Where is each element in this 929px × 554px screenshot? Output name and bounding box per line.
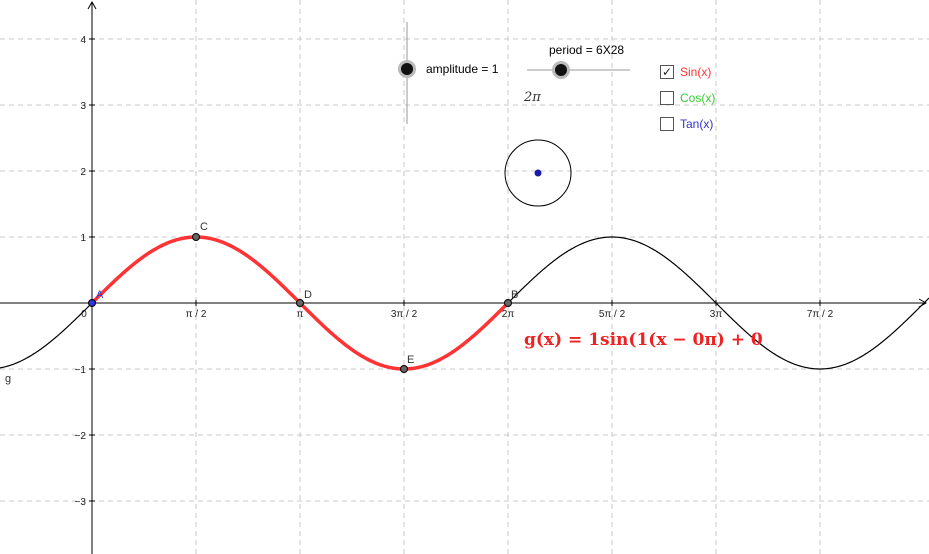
- unit-circle: [504, 139, 572, 207]
- point-d-label: D: [304, 289, 312, 301]
- tan-checkbox[interactable]: Tan(x): [660, 116, 713, 132]
- point-labels: A B C D E: [96, 221, 518, 366]
- function-name-label: g: [5, 373, 11, 385]
- cos-checkbox-box[interactable]: [660, 91, 674, 105]
- amplitude-slider-label: amplitude = 1: [426, 62, 499, 76]
- point-d[interactable]: [296, 299, 304, 307]
- x-tick-label: 7π / 2: [807, 309, 834, 320]
- y-tick-label: 2: [80, 167, 86, 178]
- cos-checkbox-label: Cos(x): [680, 91, 716, 105]
- x-tick-label: π / 2: [186, 309, 207, 320]
- y-tick-label: 1: [80, 233, 86, 244]
- sin-checkbox-label: Sin(x): [680, 65, 712, 79]
- point-b-label: B: [511, 289, 518, 301]
- y-tick-label: −3: [75, 497, 87, 508]
- y-tick-label: −1: [75, 365, 87, 376]
- y-tick-label: −2: [75, 431, 87, 442]
- point-e[interactable]: [400, 365, 408, 373]
- circle-center-point[interactable]: [534, 169, 542, 177]
- x-tick-labels: 0 π / 2 π 3π / 2 2π 5π / 2 3π 7π / 2: [81, 309, 833, 320]
- tan-checkbox-box[interactable]: [660, 117, 674, 131]
- point-b[interactable]: [504, 299, 512, 307]
- x-tick-label: 2π: [502, 309, 515, 320]
- curve-points: [88, 233, 512, 373]
- point-c[interactable]: [192, 233, 200, 241]
- point-c-label: C: [200, 221, 208, 233]
- x-tick-label: π: [297, 309, 304, 320]
- cos-checkbox[interactable]: Cos(x): [660, 90, 715, 106]
- tan-checkbox-label: Tan(x): [680, 117, 714, 131]
- two-pi-label: 2π: [524, 90, 541, 105]
- y-tick-label: 3: [80, 101, 86, 112]
- x-tick-label: 3π / 2: [391, 309, 418, 320]
- period-slider-label: period = 6X28: [549, 43, 625, 57]
- y-axis-arrow: [87, 0, 97, 10]
- sin-checkbox-box[interactable]: ✓: [660, 65, 674, 79]
- point-a-label: A: [96, 289, 104, 301]
- x-tick-label: 5π / 2: [599, 309, 626, 320]
- amplitude-slider[interactable]: [398, 22, 416, 124]
- period-slider[interactable]: [527, 61, 630, 79]
- y-tick-label: 4: [80, 35, 86, 46]
- point-e-label: E: [407, 354, 414, 366]
- function-formula: g(x) = 1sin(1(x − 0π) + 0: [524, 330, 763, 350]
- x-tick-label: 3π: [710, 309, 723, 320]
- point-a[interactable]: [88, 299, 96, 307]
- y-tick-labels: 4 3 2 1 −1 −2 −3: [75, 35, 87, 508]
- sin-checkbox[interactable]: ✓ Sin(x): [660, 64, 711, 80]
- x-tick-label: 0: [81, 309, 87, 320]
